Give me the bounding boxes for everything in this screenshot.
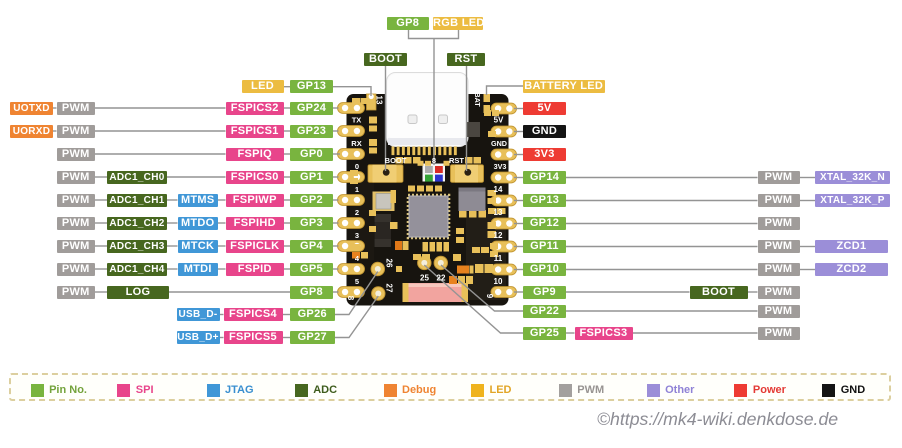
svg-text:3: 3: [355, 231, 359, 240]
svg-text:13: 13: [494, 208, 503, 217]
svg-text:BOOT: BOOT: [385, 156, 407, 165]
svg-text:11: 11: [494, 254, 503, 263]
svg-text:22: 22: [437, 274, 446, 283]
svg-text:12: 12: [494, 231, 503, 240]
svg-text:25: 25: [420, 274, 429, 283]
svg-text:TX: TX: [352, 116, 362, 125]
svg-text:8: 8: [346, 296, 355, 301]
svg-text:27: 27: [385, 284, 394, 293]
svg-text:5: 5: [355, 277, 359, 286]
svg-text:BAT: BAT: [473, 92, 482, 107]
svg-text:9: 9: [485, 294, 494, 299]
svg-text:3V3: 3V3: [494, 162, 507, 171]
svg-text:13: 13: [375, 96, 384, 105]
svg-text:1: 1: [355, 185, 359, 194]
svg-text:10: 10: [494, 277, 503, 286]
svg-text:26: 26: [385, 259, 394, 268]
svg-text:RX: RX: [351, 139, 361, 148]
svg-text:RST: RST: [449, 156, 464, 165]
svg-text:2: 2: [355, 208, 359, 217]
svg-text:8: 8: [432, 156, 436, 165]
svg-text:0: 0: [355, 162, 359, 171]
svg-text:4: 4: [355, 254, 360, 263]
svg-text:14: 14: [494, 185, 503, 194]
svg-text:5V: 5V: [494, 116, 504, 125]
svg-text:GND: GND: [491, 139, 507, 148]
